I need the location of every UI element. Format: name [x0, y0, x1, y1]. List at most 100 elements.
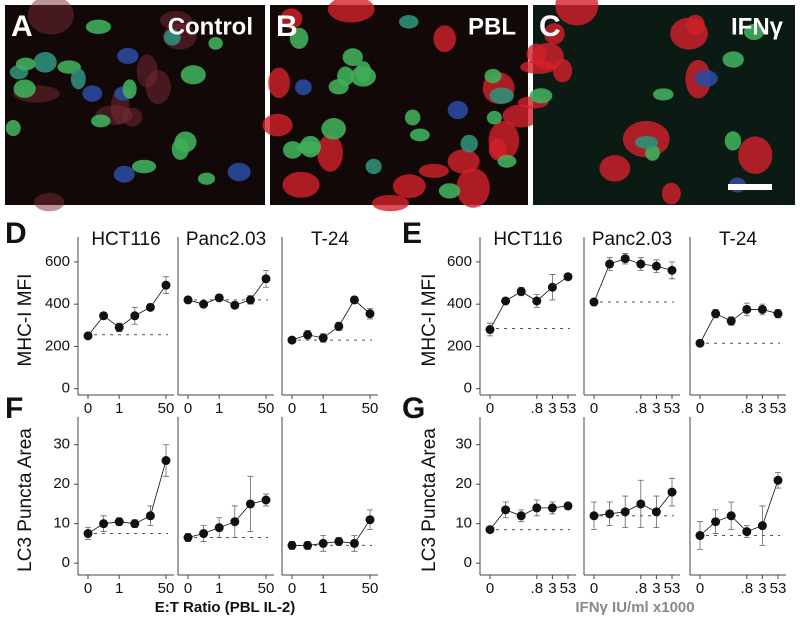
nucleus: [85, 19, 111, 35]
nucleus: [529, 88, 553, 104]
x-tick-label: 0: [486, 400, 494, 417]
panel-letter: E: [402, 217, 422, 250]
data-point: [726, 316, 736, 326]
y-tick-label: 0: [62, 554, 70, 571]
data-point: [230, 300, 240, 310]
x-tick-label: 0: [486, 580, 494, 597]
nucleus: [122, 79, 137, 99]
nucleus: [652, 88, 674, 101]
nucleus: [438, 183, 461, 199]
cytoplasm: [268, 67, 291, 99]
nucleus: [91, 114, 111, 128]
x-tick-label: 0: [288, 580, 296, 597]
nucleus: [82, 85, 103, 102]
nucleus: [404, 109, 421, 126]
x-tick-label: 1: [115, 580, 123, 597]
micrograph: [270, 5, 528, 205]
data-point: [651, 507, 661, 517]
panel-letter: D: [5, 217, 27, 250]
data-point: [711, 309, 721, 319]
x-tick-label: 3: [652, 400, 660, 417]
nucleus: [163, 29, 181, 46]
y-tick-label: 0: [464, 380, 472, 397]
x-tick-label: 50: [362, 400, 379, 417]
x-tick-label: 0: [696, 400, 704, 417]
data-point: [501, 296, 511, 306]
data-point: [365, 309, 375, 319]
nucleus: [694, 70, 718, 87]
cytoplasm: [670, 17, 708, 50]
data-point: [245, 295, 255, 305]
cytoplasm: [392, 174, 426, 199]
data-point: [516, 286, 526, 296]
x-tick-label: 1: [215, 400, 223, 417]
x-tick-label: 0: [590, 400, 598, 417]
nucleus: [743, 23, 764, 41]
data-point: [199, 529, 209, 539]
cytoplasm: [544, 23, 565, 45]
y-tick-label: 600: [447, 253, 472, 270]
data-point: [773, 475, 783, 485]
x-tick-label: 0: [590, 580, 598, 597]
data-point: [563, 272, 573, 282]
data-point: [230, 517, 240, 527]
data-point: [636, 259, 646, 269]
y-axis-label: LC3 Puncta Area: [15, 428, 36, 572]
cytoplasm: [262, 113, 293, 137]
data-point: [532, 296, 542, 306]
chart-title: Panc2.03: [592, 229, 672, 250]
x-tick-label: 53: [560, 400, 577, 417]
cytoplasm: [282, 171, 320, 198]
data-point: [161, 456, 171, 466]
y-tick-label: 200: [45, 337, 70, 354]
nucleus: [497, 154, 517, 168]
data-point: [516, 511, 526, 521]
cytoplasm: [327, 0, 375, 23]
data-point: [757, 521, 767, 531]
chart-title: T-24: [719, 229, 757, 250]
cytoplasm: [27, 0, 74, 35]
nucleus: [460, 134, 478, 153]
cytoplasm: [456, 168, 490, 208]
data-point: [183, 295, 193, 305]
cytoplasm: [738, 136, 773, 174]
data-point: [667, 487, 677, 497]
data-point: [711, 517, 721, 527]
cytoplasm: [555, 0, 599, 26]
cytoplasm: [418, 163, 449, 178]
panel-letter: G: [402, 392, 425, 425]
data-point: [757, 304, 767, 314]
image-label: PBL: [468, 13, 516, 40]
data-point: [287, 540, 297, 550]
x-axis-label: IFNγ IU/ml x1000: [575, 599, 694, 616]
data-point: [214, 293, 224, 303]
data-point: [83, 529, 93, 539]
data-point: [532, 503, 542, 513]
cytoplasm: [502, 104, 540, 128]
cytoplasm: [488, 138, 507, 161]
nucleus: [484, 68, 502, 84]
nucleus: [174, 131, 197, 153]
data-point: [83, 331, 93, 341]
data-point: [303, 330, 313, 340]
cytoplasm: [317, 134, 343, 172]
x-tick-label: 50: [258, 580, 275, 597]
y-axis-label: LC3 Puncta Area: [419, 428, 440, 572]
x-tick-label: 53: [664, 400, 681, 417]
cytoplasm: [371, 194, 410, 212]
x-tick-label: 53: [664, 580, 681, 597]
data-point: [485, 525, 495, 535]
x-tick-label: 3: [548, 400, 556, 417]
data-point: [130, 519, 140, 529]
panel-letter: F: [5, 392, 23, 425]
data-point: [349, 538, 359, 548]
nucleus: [409, 128, 430, 142]
nucleus: [180, 65, 206, 85]
x-tick-label: 3: [652, 580, 660, 597]
data-point: [214, 523, 224, 533]
y-tick-label: 600: [45, 253, 70, 270]
x-axis-label: E:T Ratio (PBL IL-2): [155, 599, 296, 616]
data-point: [334, 321, 344, 331]
y-tick-label: 20: [455, 475, 472, 492]
y-tick-label: 400: [45, 295, 70, 312]
